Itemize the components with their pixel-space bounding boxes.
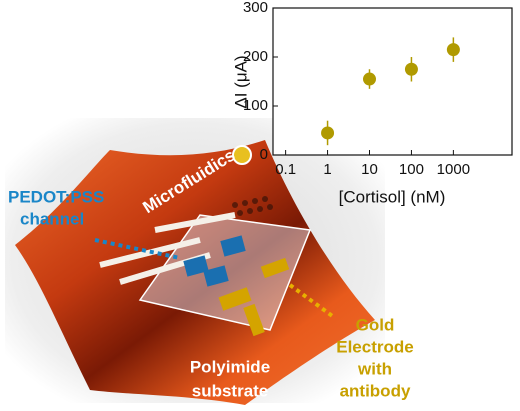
pedot-arrow	[94, 238, 181, 260]
y-axis-label: ΔI (μA)	[231, 55, 250, 108]
inset-chart: [Cortisol] (nM) ΔI (μA) 0 100 200 300 0.1 1 10…	[231, 0, 513, 206]
substrate-label: substrate	[192, 381, 269, 400]
gold-electrodes	[218, 257, 290, 337]
x-tick-label: 100	[399, 161, 424, 178]
y-tick-label: 0	[260, 146, 268, 163]
microfluidic-holes	[232, 196, 273, 216]
x-tick-label: 0.1	[275, 161, 296, 178]
illustration: PEDOT:PSS channel Microfluidics Gold Ele…	[5, 118, 414, 405]
y-tick-label: 100	[243, 97, 268, 114]
x-tick-label: 1000	[437, 161, 470, 178]
x-tick-label: 10	[361, 161, 378, 178]
gold-label: Electrode	[336, 337, 413, 356]
x-tick-label: 1	[323, 161, 331, 178]
pedot-label: PEDOT:PSS	[8, 187, 104, 206]
pedot-channels	[183, 235, 246, 287]
inlet	[232, 145, 252, 165]
x-axis-label: [Cortisol] (nM)	[339, 187, 446, 206]
plot-frame	[272, 7, 513, 156]
pedot-label: channel	[20, 209, 84, 228]
point	[362, 72, 376, 86]
gold-arrow	[288, 283, 337, 320]
point	[404, 62, 418, 76]
gold-label: Gold	[356, 315, 395, 334]
substrate-label: Polyimide	[190, 357, 270, 376]
y-tick-label: 200	[243, 48, 268, 65]
gold-label: with	[357, 359, 392, 378]
point	[446, 43, 460, 57]
y-tick-label: 300	[243, 0, 268, 16]
point	[321, 126, 335, 140]
gold-label: antibody	[340, 381, 411, 400]
